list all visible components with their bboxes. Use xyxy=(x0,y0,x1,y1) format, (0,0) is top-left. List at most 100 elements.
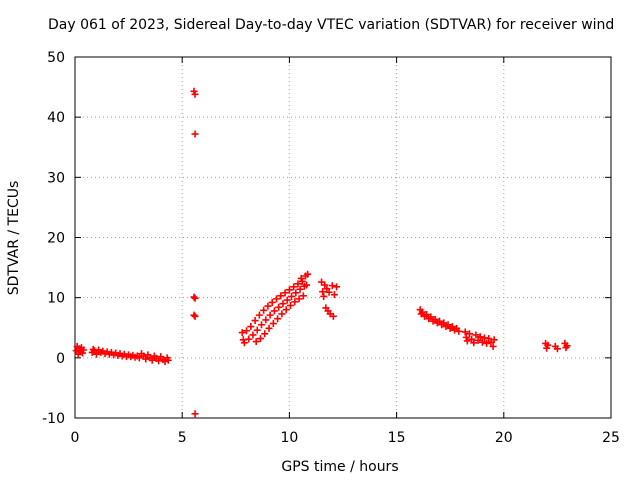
data-point xyxy=(191,294,199,302)
data-point xyxy=(258,321,266,329)
data-point xyxy=(269,320,277,328)
data-point xyxy=(264,302,272,310)
data-point xyxy=(448,323,456,331)
y-tick-label: 10 xyxy=(47,291,65,307)
data-point xyxy=(260,306,268,314)
y-tick-label: 50 xyxy=(47,50,65,66)
data-point xyxy=(470,339,478,347)
data-point xyxy=(286,301,294,309)
data-point xyxy=(440,319,448,327)
data-point xyxy=(462,333,470,341)
data-point xyxy=(255,311,263,319)
data-point xyxy=(455,327,463,335)
data-point xyxy=(261,330,269,338)
grid-lines xyxy=(75,57,611,418)
data-point xyxy=(282,306,290,314)
data-point xyxy=(427,313,435,321)
data-point xyxy=(161,357,169,365)
data-point xyxy=(148,356,156,364)
data-point xyxy=(544,341,552,349)
data-point xyxy=(277,292,285,300)
data-point xyxy=(135,354,143,362)
data-point xyxy=(319,288,327,296)
data-point xyxy=(298,277,306,285)
y-tick-label: 20 xyxy=(47,231,65,247)
data-point xyxy=(329,312,337,320)
x-tick-label: 10 xyxy=(280,430,298,446)
data-point xyxy=(295,295,303,303)
data-point xyxy=(323,285,331,293)
data-point xyxy=(418,308,426,316)
data-point xyxy=(249,331,257,339)
data-point xyxy=(279,300,287,308)
data-point xyxy=(461,328,469,336)
data-point xyxy=(465,330,473,338)
data-point xyxy=(325,288,333,296)
data-point xyxy=(274,315,282,323)
axis-ticks: 0 5 10 15 20 25 -10 0 10 20 30 40 50 xyxy=(42,50,620,446)
data-point xyxy=(191,90,199,98)
data-point xyxy=(472,331,480,339)
data-point xyxy=(240,339,248,347)
data-point xyxy=(285,286,293,294)
data-point xyxy=(191,312,199,320)
data-point xyxy=(553,345,561,353)
data-point xyxy=(299,292,307,300)
data-point xyxy=(478,338,486,346)
data-point xyxy=(320,292,328,300)
data-point xyxy=(468,335,476,343)
data-point xyxy=(190,293,198,301)
data-point xyxy=(489,342,497,350)
data-point xyxy=(275,303,283,311)
data-point xyxy=(190,311,198,319)
x-tick-label: 15 xyxy=(388,430,406,446)
data-point xyxy=(290,283,298,291)
x-tick-label: 5 xyxy=(178,430,187,446)
data-point xyxy=(142,355,150,363)
data-point xyxy=(191,130,199,138)
data-point xyxy=(273,295,281,303)
data-point xyxy=(292,289,300,297)
data-point xyxy=(252,338,260,346)
data-point xyxy=(164,356,172,364)
y-tick-label: 30 xyxy=(47,170,65,186)
data-point xyxy=(251,317,259,325)
data-point xyxy=(247,323,255,331)
data-point xyxy=(243,327,251,335)
data-point xyxy=(476,333,484,341)
y-axis-label: SDTVAR / TECUs xyxy=(6,181,22,296)
data-point xyxy=(485,335,493,343)
data-points xyxy=(72,87,571,418)
data-point xyxy=(262,316,270,324)
chart-title: Day 061 of 2023, Sidereal Day-to-day VTE… xyxy=(48,17,615,33)
data-point xyxy=(266,311,274,319)
data-point xyxy=(474,336,482,344)
data-point xyxy=(278,310,286,318)
data-point xyxy=(256,335,264,343)
y-tick-label: 40 xyxy=(47,110,65,126)
data-point xyxy=(304,270,312,278)
data-point xyxy=(291,298,299,306)
data-point xyxy=(431,315,439,323)
data-point xyxy=(328,282,336,290)
data-point xyxy=(423,311,431,319)
data-point xyxy=(444,321,452,329)
x-axis-label: GPS time / hours xyxy=(281,459,398,475)
data-point xyxy=(330,291,338,299)
data-point xyxy=(483,339,491,347)
data-point xyxy=(294,280,302,288)
x-tick-label: 20 xyxy=(495,430,513,446)
data-point xyxy=(281,289,289,297)
data-point xyxy=(245,335,253,343)
data-point xyxy=(92,350,100,358)
data-point xyxy=(270,307,278,315)
y-tick-label: 0 xyxy=(56,351,65,367)
data-point xyxy=(155,357,163,365)
data-point xyxy=(191,410,199,418)
data-point xyxy=(268,298,276,306)
data-point xyxy=(253,326,261,334)
data-point xyxy=(296,285,304,293)
data-point xyxy=(563,342,571,350)
data-point xyxy=(238,329,246,337)
